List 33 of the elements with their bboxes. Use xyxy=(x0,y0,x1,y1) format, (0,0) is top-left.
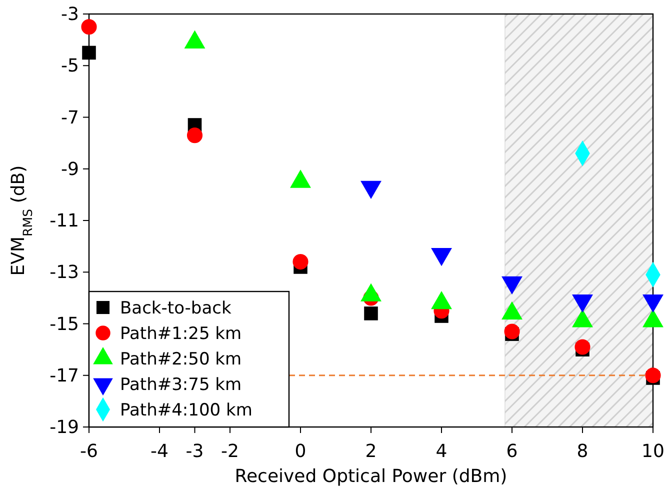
y-tick-label: -13 xyxy=(50,262,79,284)
legend-label: Back-to-back xyxy=(120,298,232,318)
x-tick-label: 2 xyxy=(365,441,377,462)
x-tick-label: -2 xyxy=(221,441,239,462)
y-tick-label: -9 xyxy=(61,158,79,180)
legend-label: Path#2:50 km xyxy=(120,350,242,370)
y-tick-label: -19 xyxy=(50,417,79,438)
y-tick-label: -5 xyxy=(61,56,79,77)
point xyxy=(292,254,308,270)
x-tick-label: 6 xyxy=(506,441,518,462)
x-tick-label: -4 xyxy=(150,441,168,462)
x-tick-label: 8 xyxy=(576,441,588,462)
point xyxy=(645,368,661,384)
x-tick-label: 0 xyxy=(294,441,306,462)
y-tick-label: -11 xyxy=(50,210,79,232)
point xyxy=(82,46,96,60)
x-tick-label: 10 xyxy=(642,441,664,462)
legend-label: Path#3:75 km xyxy=(120,375,242,395)
legend-label: Path#1:25 km xyxy=(120,324,242,344)
y-tick-label: -17 xyxy=(50,365,79,386)
x-axis-title: Received Optical Power (dBm) xyxy=(234,466,508,487)
point xyxy=(574,339,590,355)
legend-label: Path#4:100 km xyxy=(120,400,252,420)
y-tick-label: -7 xyxy=(61,107,79,128)
y-tick-label: -15 xyxy=(50,314,79,335)
point xyxy=(186,128,203,144)
point xyxy=(364,306,378,320)
point xyxy=(504,324,520,340)
x-tick-label: -6 xyxy=(80,441,98,462)
point xyxy=(81,19,97,35)
x-tick-label: 4 xyxy=(436,441,448,462)
y-tick-label: -3 xyxy=(61,4,79,25)
x-tick-label: -3 xyxy=(186,441,204,462)
